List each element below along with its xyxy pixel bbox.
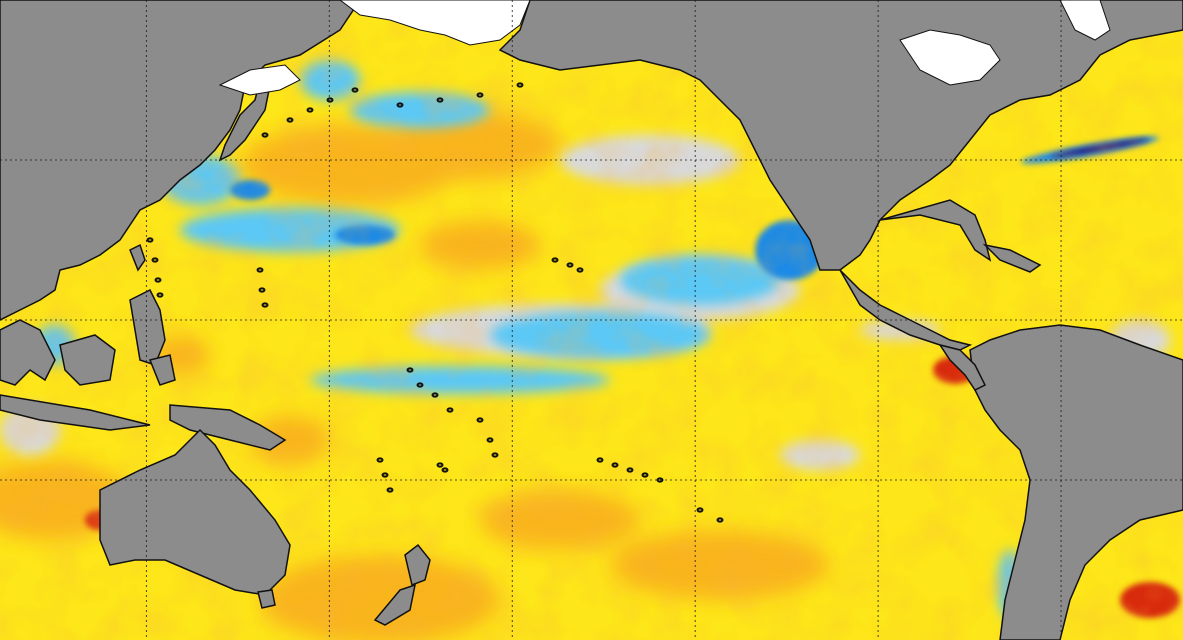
- island-outline: [416, 382, 424, 388]
- bering-sea-ice: [339, 0, 531, 46]
- cuba: [982, 243, 1042, 273]
- island-outline: [381, 472, 389, 478]
- island-outline: [386, 487, 394, 493]
- south-america: [969, 324, 1183, 640]
- island-outline: [151, 257, 159, 263]
- pacific-islands: [146, 82, 724, 523]
- island-outline: [716, 517, 724, 523]
- island-outline: [154, 277, 162, 283]
- island-outline: [286, 117, 294, 123]
- taiwan-philippines: [129, 243, 166, 366]
- island-outline: [258, 287, 266, 293]
- island-outline: [491, 452, 499, 458]
- new-guinea: [169, 404, 287, 451]
- new-zealand: [373, 543, 431, 626]
- australia: [99, 428, 291, 596]
- island-outline: [446, 407, 454, 413]
- island-outline: [476, 417, 484, 423]
- island-outline: [431, 392, 439, 398]
- island-outline: [351, 87, 359, 93]
- island-outline: [436, 462, 444, 468]
- island-outline: [596, 457, 604, 463]
- island-outline: [146, 237, 154, 243]
- island-outline: [576, 267, 584, 273]
- island-outline: [306, 107, 314, 113]
- island-outline: [656, 477, 664, 483]
- island-outline: [551, 257, 559, 263]
- island-outline: [566, 262, 574, 268]
- hudson-bay-ice: [899, 29, 1001, 86]
- tasmania: [257, 589, 276, 609]
- island-outline: [156, 292, 164, 298]
- sea-of-okhotsk-ice: [218, 64, 301, 96]
- island-outline: [641, 472, 649, 478]
- central-america: [938, 343, 987, 391]
- island-outline: [476, 92, 484, 98]
- indochina-malay: [0, 319, 56, 386]
- island-outline: [516, 82, 524, 88]
- island-outline: [696, 507, 704, 513]
- island-outline: [261, 132, 269, 138]
- island-outline: [441, 467, 449, 473]
- island-outline: [626, 467, 634, 473]
- island-outline: [396, 102, 404, 108]
- island-outline: [326, 97, 334, 103]
- island-outline: [611, 462, 619, 468]
- island-outline: [486, 437, 494, 443]
- island-outline: [261, 302, 269, 308]
- island-outline: [436, 97, 444, 103]
- florida-gulf: [879, 199, 992, 262]
- island-outline: [376, 457, 384, 463]
- borneo-indonesia: [0, 334, 176, 431]
- island-outline: [406, 367, 414, 373]
- island-outline: [256, 267, 264, 273]
- labrador-ice: [1059, 0, 1111, 41]
- sea-ice-layer: [218, 0, 1111, 96]
